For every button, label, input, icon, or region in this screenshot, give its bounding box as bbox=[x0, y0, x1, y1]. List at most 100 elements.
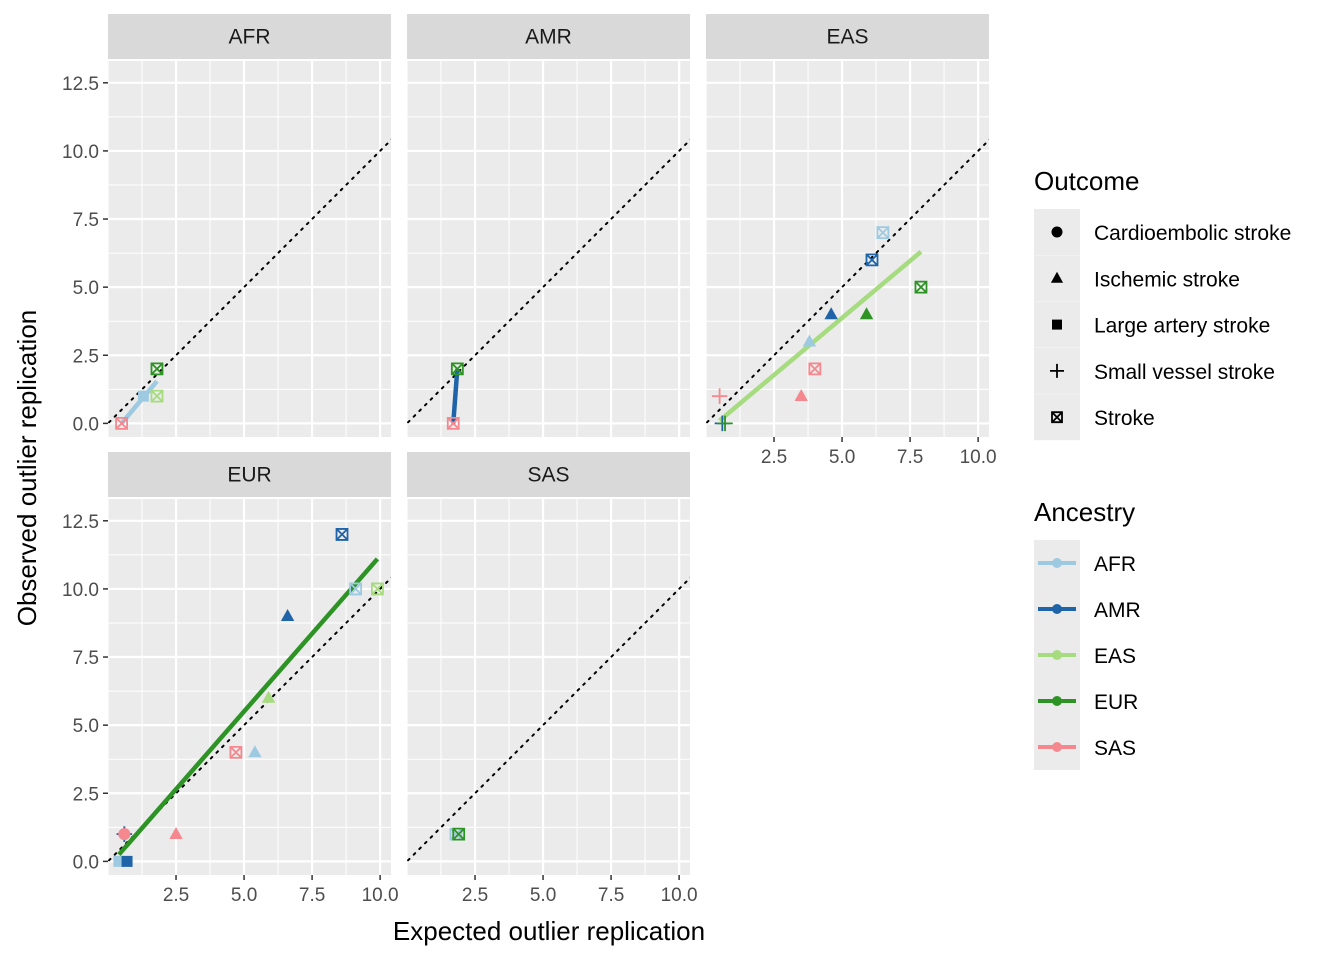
panel-plot-area bbox=[407, 138, 690, 430]
panel-plot-area bbox=[407, 576, 690, 863]
x-tick-label: 7.5 bbox=[299, 885, 325, 906]
facet-strip-label: EAS bbox=[826, 26, 868, 49]
x-tick-label: 10.0 bbox=[960, 447, 997, 468]
x-tick-label: 10.0 bbox=[362, 885, 399, 906]
y-tick-label: 0.0 bbox=[73, 414, 99, 435]
facet-strip-label: EUR bbox=[227, 464, 271, 487]
identity-reference-line bbox=[407, 138, 690, 425]
data-point bbox=[113, 855, 125, 867]
data-point bbox=[914, 280, 928, 294]
data-point bbox=[248, 745, 262, 758]
legend-key-dot bbox=[1052, 696, 1062, 706]
data-point bbox=[349, 582, 363, 596]
facet-strip bbox=[108, 452, 391, 497]
data-point bbox=[824, 307, 838, 320]
y-tick-label: 12.5 bbox=[62, 512, 99, 533]
legend-label-ancestry: AFR bbox=[1094, 553, 1136, 576]
y-axis-title: Observed outlier replication bbox=[12, 310, 42, 627]
x-tick-label: 2.5 bbox=[163, 885, 189, 906]
data-point bbox=[717, 415, 733, 432]
legend-label-ancestry: AMR bbox=[1094, 599, 1141, 622]
facet-panel-afr: AFR 0.0 2.5 5.0 7.5 10.0 12.5 bbox=[62, 14, 391, 437]
facet-panels: AFR 0.0 2.5 5.0 7.5 10.0 12.5 AMR EAS 2.5 5.0 7.5 10… bbox=[62, 14, 997, 906]
data-point bbox=[169, 826, 183, 839]
facet-panel-eas: EAS 2.5 5.0 7.5 10.0 bbox=[705, 14, 997, 468]
x-tick-label: 5.0 bbox=[829, 447, 855, 468]
data-point bbox=[452, 827, 466, 841]
data-point bbox=[118, 828, 131, 841]
x-tick-label: 5.0 bbox=[530, 885, 556, 906]
facet-panel-amr: AMR bbox=[406, 14, 690, 437]
panel-plot-area bbox=[706, 138, 989, 432]
facet-strip bbox=[407, 14, 690, 59]
y-tick-label: 5.0 bbox=[73, 278, 99, 299]
x-tick-label: 2.5 bbox=[462, 885, 488, 906]
y-tick-label: 2.5 bbox=[73, 346, 99, 367]
identity-reference-line bbox=[407, 576, 690, 863]
legend-label-outcome: Cardioembolic stroke bbox=[1094, 222, 1291, 245]
data-point bbox=[794, 388, 808, 401]
y-tick-label: 0.0 bbox=[73, 852, 99, 873]
x-tick-label: 2.5 bbox=[761, 447, 787, 468]
data-point bbox=[808, 362, 822, 376]
facet-strip bbox=[108, 14, 391, 59]
legends: Outcome Cardioembolic stroke Ischemic stro… bbox=[1034, 166, 1291, 770]
data-point bbox=[802, 334, 817, 347]
x-tick-label: 7.5 bbox=[897, 447, 923, 468]
data-point bbox=[229, 745, 243, 759]
y-tick-label: 10.0 bbox=[62, 580, 99, 601]
data-point bbox=[261, 690, 276, 703]
panel-plot-area bbox=[108, 528, 391, 867]
data-point bbox=[450, 362, 464, 376]
legend-label-ancestry: EUR bbox=[1094, 691, 1138, 714]
facet-panel-sas: SAS 2.5 5.0 7.5 10.0 bbox=[406, 452, 698, 906]
y-tick-label: 7.5 bbox=[73, 648, 99, 669]
y-tick-label: 7.5 bbox=[73, 210, 99, 231]
data-point bbox=[115, 416, 129, 430]
legend-title-ancestry: Ancestry bbox=[1034, 497, 1135, 527]
identity-reference-line bbox=[108, 138, 391, 425]
identity-reference-line bbox=[706, 138, 989, 425]
x-tick-label: 5.0 bbox=[231, 885, 257, 906]
y-tick-label: 10.0 bbox=[62, 142, 99, 163]
data-point bbox=[859, 307, 874, 320]
legend-label-outcome: Small vessel stroke bbox=[1094, 361, 1275, 384]
facet-strip bbox=[407, 452, 690, 497]
legend-label-ancestry: SAS bbox=[1094, 737, 1136, 760]
legend-key-square-cross-icon bbox=[1051, 411, 1063, 424]
data-point bbox=[121, 855, 133, 867]
y-tick-label: 5.0 bbox=[73, 716, 99, 737]
legend-title-outcome: Outcome bbox=[1034, 166, 1140, 196]
fit-line-afr bbox=[119, 379, 159, 425]
data-point bbox=[150, 389, 164, 403]
data-point bbox=[335, 528, 349, 541]
data-point bbox=[280, 608, 295, 622]
facet-panel-eur: EUR 2.5 5.0 7.5 10.0 0.0 2.5 5.0 7.5 10.0 12.5 bbox=[62, 452, 399, 906]
legend-key-triangle-icon bbox=[1050, 271, 1064, 283]
facet-strip-label: SAS bbox=[527, 464, 569, 487]
legend-key-dot bbox=[1052, 742, 1062, 752]
panel-background bbox=[706, 61, 989, 437]
data-point bbox=[150, 362, 164, 376]
facet-strip-label: AFR bbox=[229, 26, 271, 49]
data-point bbox=[711, 388, 728, 404]
legend-label-outcome: Stroke bbox=[1094, 407, 1155, 430]
panel-background bbox=[407, 499, 690, 875]
y-tick-label: 2.5 bbox=[73, 784, 99, 805]
legend-key-plus-icon bbox=[1050, 363, 1064, 378]
y-tick-label: 12.5 bbox=[62, 74, 99, 95]
legend-key-dot bbox=[1052, 604, 1062, 614]
x-axis-title: Expected outlier replication bbox=[393, 916, 705, 946]
facet-strip bbox=[706, 14, 989, 59]
x-tick-label: 10.0 bbox=[661, 885, 698, 906]
legend-key-dot bbox=[1052, 650, 1062, 660]
data-point bbox=[876, 226, 890, 240]
legend-key-circle-icon bbox=[1051, 226, 1063, 238]
legend-key-square-icon bbox=[1052, 319, 1062, 330]
legend-label-outcome: Large artery stroke bbox=[1094, 315, 1270, 338]
data-point bbox=[370, 582, 384, 596]
data-point bbox=[865, 253, 879, 267]
data-point bbox=[137, 390, 149, 402]
x-tick-label: 7.5 bbox=[598, 885, 624, 906]
